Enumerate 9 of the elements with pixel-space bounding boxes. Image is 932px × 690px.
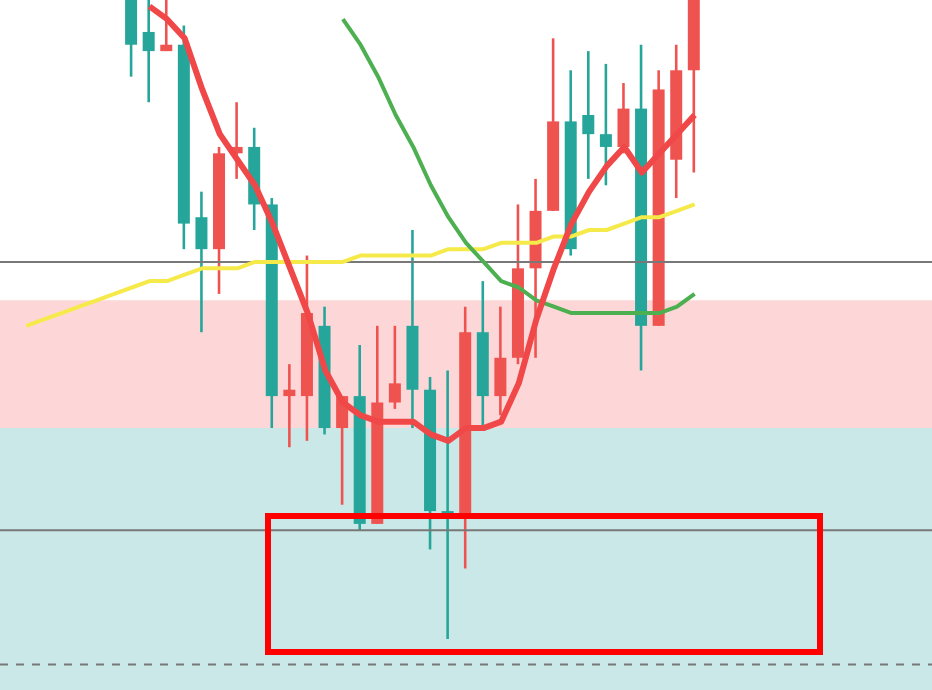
candlestick [494,305,507,417]
candlestick [388,324,401,411]
candlestick [283,362,296,449]
candlestick [142,0,155,104]
candlestick [582,49,595,181]
candlestick [617,81,630,155]
candlestick [195,190,208,334]
candlestick [599,62,612,187]
candlestick [125,0,138,78]
